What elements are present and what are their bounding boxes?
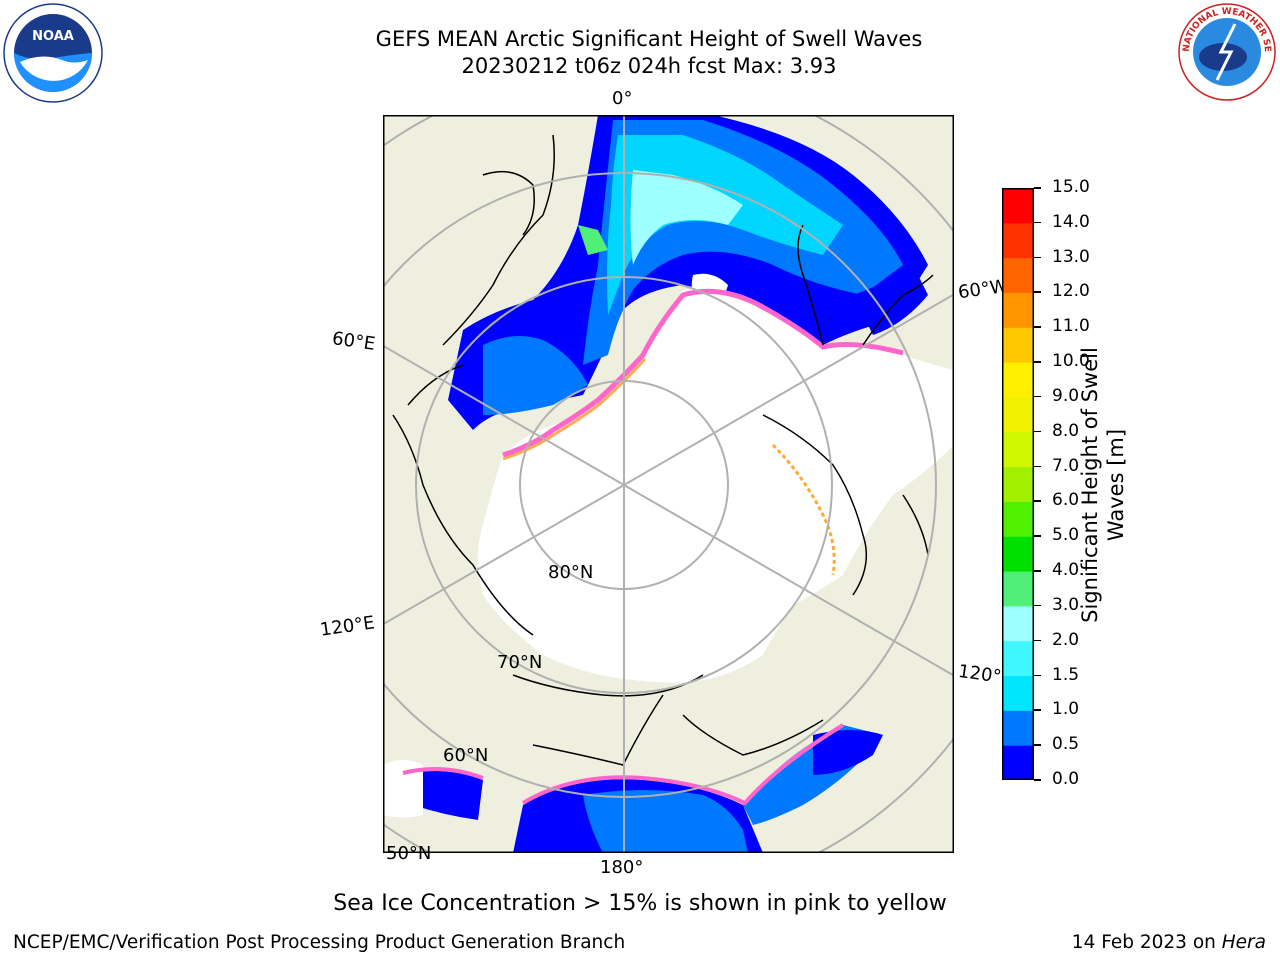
colorbar-segment (1002, 362, 1034, 398)
label-lat-70: 70°N (497, 652, 543, 673)
colorbar-tick-mark (1034, 256, 1041, 259)
colorbar-tick-label: 3.0 (1052, 594, 1080, 615)
colorbar-tick-mark (1034, 674, 1041, 677)
chart-title: GEFS MEAN Arctic Significant Height of S… (375, 27, 923, 51)
colorbar-tick-label: 8.0 (1052, 420, 1080, 441)
colorbar-label: Significant Height of Swell Waves [m] (1078, 347, 1128, 623)
colorbar-tick-mark (1034, 570, 1041, 572)
meridian-120w (623, 484, 954, 677)
colorbar-tick-mark (1034, 221, 1041, 224)
colorbar-tick-mark (1034, 361, 1041, 363)
meridian-60e (383, 344, 625, 486)
noaa-logo-text: NOAA (32, 29, 74, 44)
colorbar-tick-label: 0.0 (1052, 769, 1080, 789)
coastline-europe (407, 134, 555, 406)
label-lon-0: 0° (612, 88, 633, 109)
ice-edge-atlantic (502, 288, 904, 458)
colorbar (1002, 188, 1034, 781)
colorbar-segment (1002, 222, 1034, 259)
chart-subtitle: 20230212 t06z 024h fcst Max: 3.93 (461, 54, 837, 78)
colorbar-tick-label: 1.5 (1052, 664, 1080, 685)
label-lon-180: 180° (600, 857, 644, 878)
arctic-sea-ice (478, 289, 954, 683)
colorbar-tick-mark (1034, 744, 1041, 746)
polar-map (383, 115, 954, 853)
colorbar-tick-mark (1034, 709, 1041, 711)
colorbar-segment (1002, 640, 1034, 677)
colorbar-segment (1002, 745, 1034, 781)
colorbar-segment (1002, 536, 1034, 572)
ice-edge-pacific (521, 723, 845, 806)
colorbar-tick-mark (1034, 430, 1041, 433)
colorbar-segment (1002, 396, 1034, 433)
colorbar-segment (1002, 501, 1034, 537)
colorbar-segment (1002, 605, 1034, 642)
colorbar-tick-label: 12.0 (1052, 281, 1090, 302)
colorbar-tick-mark (1034, 535, 1041, 537)
colorbar-tick-label: 14.0 (1052, 211, 1090, 232)
colorbar-tick-label: 1.0 (1052, 699, 1080, 720)
colorbar-tick-mark (1034, 639, 1041, 642)
colorbar-segment (1002, 675, 1034, 711)
footer-date: 14 Feb 2023 on Hera (1072, 932, 1266, 953)
footer-host: Hera (1221, 932, 1266, 953)
colorbar-tick-mark (1034, 187, 1041, 189)
nws-logo-icon: NATIONAL WEATHER SERVICE (1174, 0, 1277, 102)
colorbar-tick-label: 11.0 (1052, 316, 1090, 337)
label-lat-60: 60°N (443, 745, 489, 766)
colorbar-segment (1002, 327, 1034, 363)
coastline-bering (532, 694, 824, 766)
colorbar-tick-label: 4.0 (1052, 560, 1080, 581)
colorbar-segment (1002, 571, 1034, 607)
colorbar-segment (1002, 431, 1034, 468)
colorbar-segment (1002, 257, 1034, 293)
colorbar-tick-label: 5.0 (1052, 525, 1080, 546)
meridian-120e (383, 484, 625, 626)
colorbar-tick-label: 2.0 (1052, 629, 1080, 650)
colorbar-tick-mark (1034, 326, 1041, 328)
label-lat-50: 50°N (386, 843, 432, 864)
label-lat-80: 80°N (548, 562, 594, 583)
colorbar-tick-mark (1034, 291, 1041, 293)
colorbar-tick-label: 6.0 (1052, 490, 1080, 511)
colorbar-tick-label: 15.0 (1052, 177, 1090, 197)
ice-caption: Sea Ice Concentration > 15% is shown in … (333, 891, 947, 916)
coastline-siberia (392, 414, 704, 697)
colorbar-tick-label: 13.0 (1052, 246, 1090, 267)
coastline-canada (762, 414, 929, 596)
colorbar-segment (1002, 188, 1034, 224)
graticule (383, 115, 954, 853)
meridian-60w (623, 293, 954, 486)
noaa-logo-icon: NOAA (2, 2, 104, 104)
colorbar-tick-mark (1034, 500, 1041, 502)
label-lon-120e: 120°E (318, 612, 376, 641)
colorbar-tick-mark (1034, 465, 1041, 468)
colorbar-tick-label: 10.0 (1052, 351, 1090, 372)
coastline-greenland (797, 224, 934, 346)
colorbar-frame (1002, 188, 1034, 780)
colorbar-tick-mark (1034, 604, 1041, 607)
map-frame (383, 115, 954, 853)
label-lon-60e: 60°E (330, 328, 377, 355)
colorbar-segment (1002, 466, 1034, 502)
colorbar-tick-label: 0.5 (1052, 734, 1080, 755)
colorbar-segment (1002, 710, 1034, 746)
colorbar-tick-label: 7.0 (1052, 455, 1080, 476)
colorbar-tick-mark (1034, 395, 1041, 398)
colorbar-segment (1002, 292, 1034, 328)
footer-date-text: 14 Feb 2023 on (1071, 932, 1222, 953)
colorbar-tick-mark (1034, 779, 1041, 781)
colorbar-tick-label: 9.0 (1052, 385, 1080, 406)
footer-branch: NCEP/EMC/Verification Post Processing Pr… (13, 932, 626, 953)
